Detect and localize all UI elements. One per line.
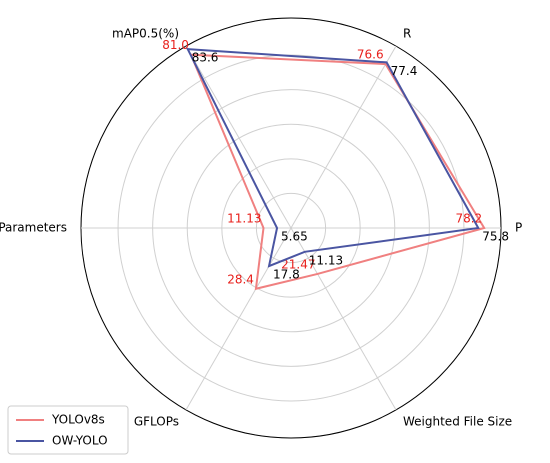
spoke <box>185 227 292 411</box>
legend-label: YOLOv8s <box>51 413 105 427</box>
axis-label: Parameters <box>0 221 67 235</box>
axis-label: P <box>515 221 522 235</box>
value-label: 5.65 <box>281 230 308 244</box>
axis-label: Weighted File Size <box>403 414 512 428</box>
series-line <box>189 53 486 291</box>
value-label: 11.13 <box>227 212 261 226</box>
series-line <box>186 48 480 268</box>
value-label: 75.8 <box>482 230 509 244</box>
legend: YOLOv8s OW-YOLO <box>7 405 129 455</box>
legend-label: OW-YOLO <box>52 434 108 448</box>
value-label: 76.6 <box>357 48 384 62</box>
value-label: 78.2 <box>455 212 482 226</box>
value-label: 17.8 <box>273 268 300 282</box>
value-label: 28.4 <box>227 272 254 286</box>
value-label: 21.47 <box>281 257 315 271</box>
spoke <box>290 227 397 411</box>
value-label: 77.4 <box>391 64 418 78</box>
value-label: 11.13 <box>309 253 343 267</box>
spoke <box>290 45 397 229</box>
axis-label: R <box>403 27 411 41</box>
value-label: 81.0 <box>162 38 189 52</box>
axis-label: GFLOPs <box>134 414 179 428</box>
spoke <box>185 45 292 229</box>
value-label: 83.6 <box>192 51 219 65</box>
axis-label: mAP0.5(%) <box>112 27 179 41</box>
